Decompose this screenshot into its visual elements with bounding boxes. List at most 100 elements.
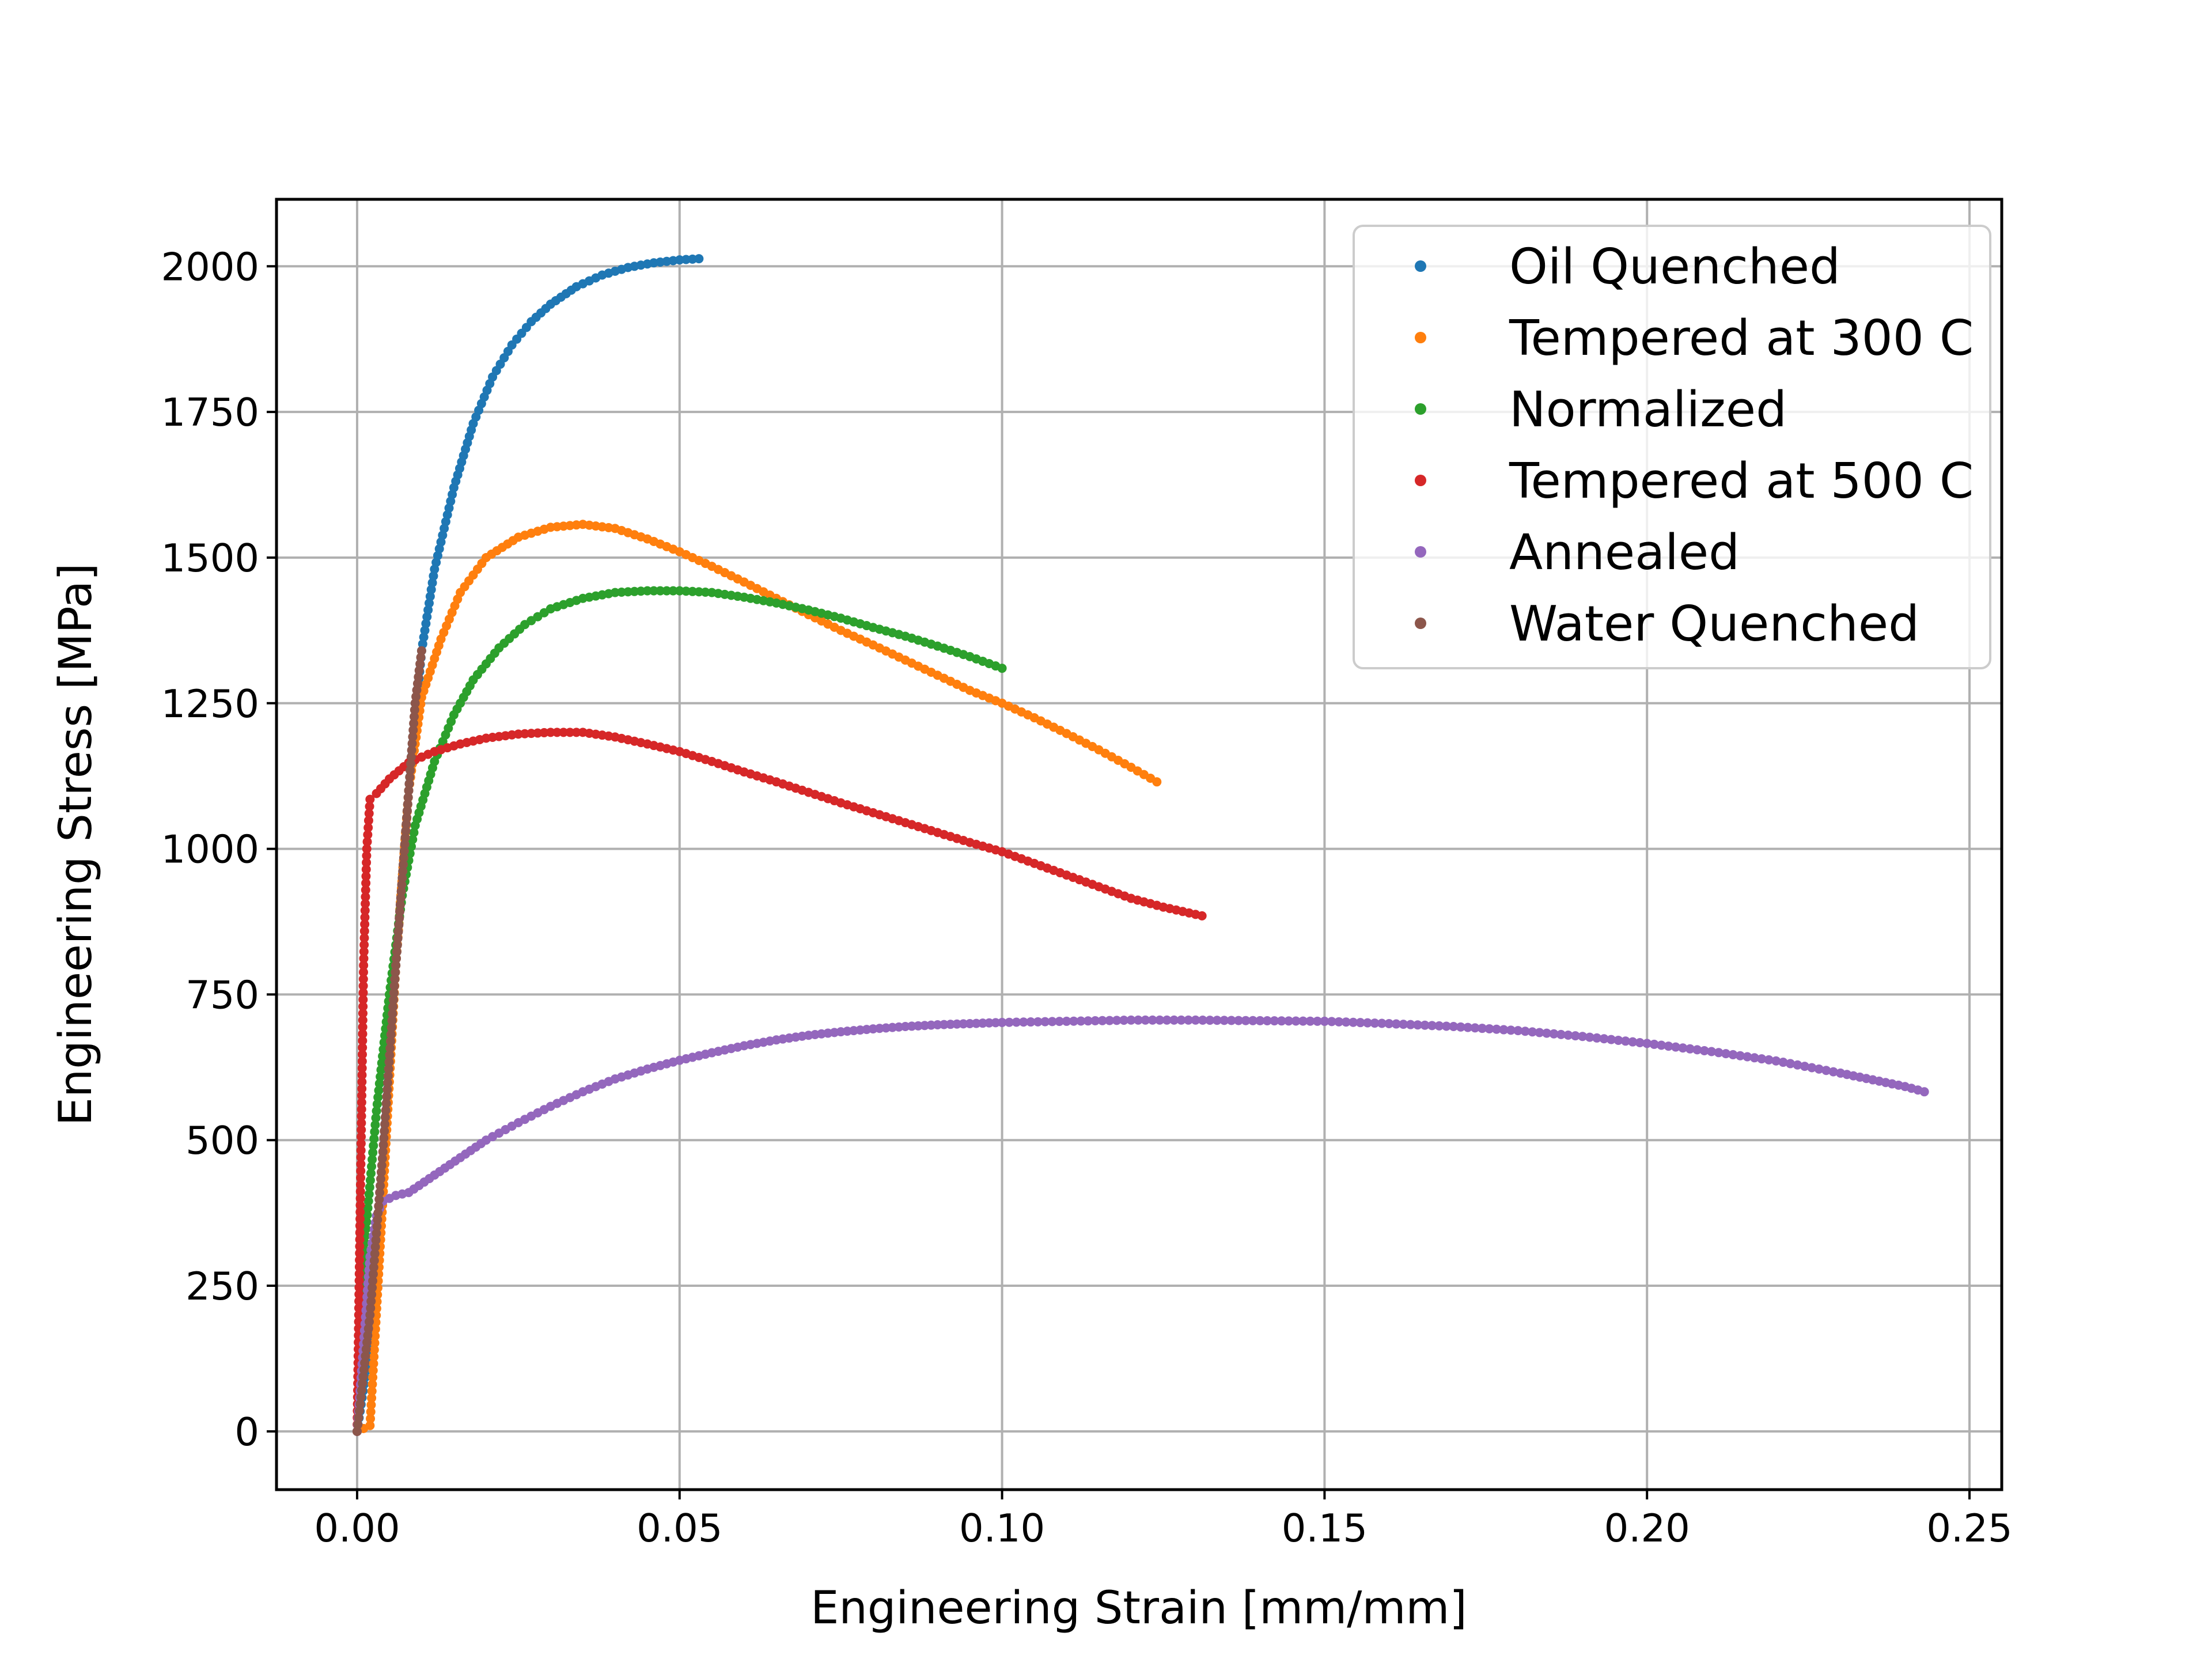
data-point [376,1072,385,1082]
data-point [355,1234,365,1244]
data-point [358,1378,368,1388]
data-point [1327,1017,1336,1027]
data-point [362,1338,372,1347]
data-point [366,1303,376,1313]
data-point [384,1057,394,1067]
y-tick-label: 0 [234,1410,259,1455]
data-point [1133,1015,1143,1025]
data-point [369,1345,379,1355]
data-point [356,1159,366,1169]
data-point [1062,1016,1071,1026]
data-point [1728,1050,1738,1059]
data-point [1578,1032,1588,1041]
data-point [354,1269,364,1279]
data-point [1599,1034,1609,1044]
data-point [367,1393,377,1403]
data-point [1800,1062,1809,1071]
data-point [1112,1016,1122,1025]
data-point [423,605,433,615]
data-point [1919,1087,1929,1097]
data-point [1735,1051,1745,1060]
data-point [377,1058,387,1068]
series-water-quenched [352,646,426,1436]
data-point [419,632,429,642]
data-point [1312,1016,1322,1026]
data-point [377,1161,387,1171]
data-point [367,1387,377,1396]
data-point [364,809,374,819]
data-point [359,960,369,970]
data-point [1528,1027,1537,1037]
data-point [404,786,414,796]
data-point [1692,1045,1702,1055]
data-point [1592,1033,1602,1043]
data-point [355,1255,365,1265]
data-point [386,1029,396,1039]
data-point [1441,1021,1451,1031]
data-point [1678,1043,1688,1053]
data-point [1026,1017,1036,1027]
data-point [408,725,418,735]
data-point [1248,1016,1257,1025]
data-point [374,1079,384,1089]
data-point [403,793,413,802]
data-point [376,1065,386,1075]
data-point [418,639,427,649]
data-point [546,728,555,737]
data-point [358,1036,368,1046]
data-point [382,1092,392,1101]
data-point [370,1127,380,1137]
legend-label: Normalized [1509,381,1787,438]
data-point [358,1043,368,1052]
data-point [382,1085,392,1094]
y-axis-title: Engineering Stress [MPa] [50,563,102,1126]
data-point [1563,1030,1573,1040]
data-point [1047,1017,1057,1027]
data-point [1427,1021,1437,1031]
data-point [427,578,437,588]
data-point [387,1016,397,1025]
data-point [386,1036,396,1046]
data-point [1069,1016,1078,1026]
data-point [1105,1016,1115,1025]
data-point [1721,1049,1731,1059]
data-point [383,1078,393,1088]
data-point [359,926,369,936]
data-point [406,759,415,768]
data-point [380,1126,389,1136]
data-point [366,1407,376,1416]
data-point [565,728,575,737]
data-point [368,1283,377,1293]
data-point [369,1359,378,1369]
data-point [1685,1044,1695,1054]
data-point [408,732,418,742]
data-point [369,1141,378,1150]
data-point [1807,1063,1817,1073]
data-point [388,1009,397,1018]
data-point [361,899,370,908]
data-point [1155,1015,1165,1025]
data-point [370,1338,380,1348]
data-point [388,995,398,1005]
data-point [368,1276,378,1286]
data-point [1234,1016,1244,1025]
data-point [357,1084,367,1093]
data-point [559,728,569,737]
data-point [1556,1029,1566,1039]
data-point [1413,1020,1423,1030]
data-point [369,1256,379,1266]
data-point [355,1187,365,1196]
data-point [1169,1015,1179,1025]
data-point [380,1119,390,1129]
data-point [371,1113,381,1123]
data-point [376,1167,386,1177]
data-point [1126,1015,1136,1025]
data-point [363,816,373,825]
ticks: 0.00 0.05 0.10 0.15 0.20 0.25 0 250 500 750 1000 12… [161,244,2012,1551]
data-point [1470,1023,1480,1033]
data-point [390,974,400,984]
data-point [365,1317,374,1327]
data-point [1363,1018,1373,1028]
legend-marker [1415,618,1426,629]
